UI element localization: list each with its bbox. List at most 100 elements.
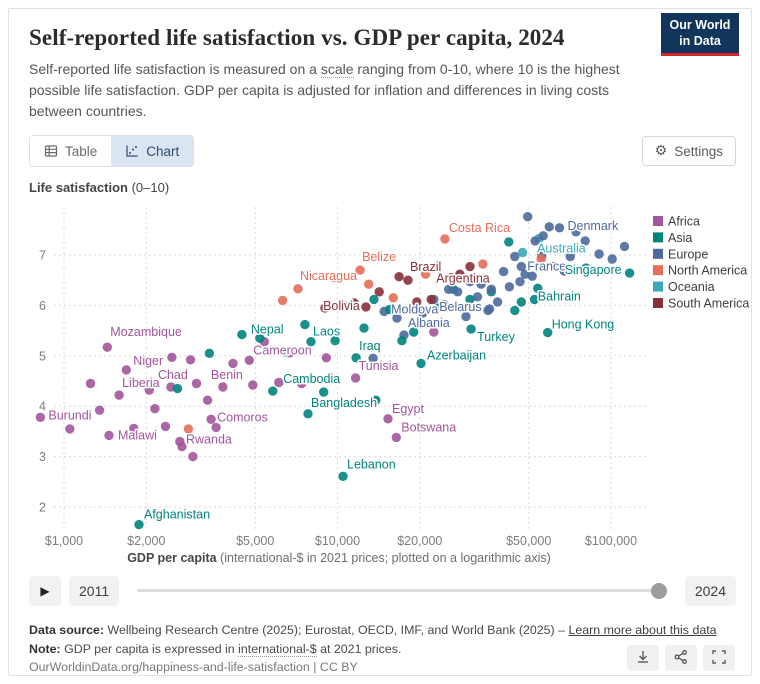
point bbox=[461, 311, 471, 322]
x-tick-label: $50,000 bbox=[506, 534, 551, 548]
note-label: Note: bbox=[29, 641, 61, 656]
label-azerbaijan: Azerbaijan bbox=[427, 348, 486, 362]
point bbox=[167, 352, 177, 362]
point bbox=[129, 423, 139, 434]
scatter-plot[interactable]: 2 3 4 5 6 7 $1,000 $2,000 $5,000 $10,000 $20,000 $5… bbox=[9, 189, 753, 574]
label-afghanistan: Afghanistan bbox=[144, 508, 210, 522]
point bbox=[510, 305, 520, 316]
label-hong-kong: Hong Kong bbox=[552, 318, 615, 332]
label-costa-rica: Costa Rica bbox=[449, 221, 510, 235]
legend-item-asia[interactable]: Asia bbox=[653, 231, 692, 245]
tab-table[interactable]: Table bbox=[30, 136, 112, 166]
legend-item-oceania[interactable]: Oceania bbox=[653, 280, 715, 294]
point bbox=[498, 266, 509, 277]
label-egypt: Egypt bbox=[392, 402, 424, 416]
subtitle-term-scale[interactable]: scale bbox=[320, 61, 354, 78]
settings-button[interactable]: ⚙ Settings bbox=[641, 136, 736, 166]
share-button[interactable] bbox=[665, 645, 697, 671]
subtitle-text-pre: Self-reported life satisfaction is measu… bbox=[29, 61, 321, 77]
legend: Africa Asia Europe North America Oceania Sout… bbox=[653, 215, 749, 311]
point bbox=[175, 436, 185, 447]
point bbox=[359, 323, 369, 333]
tab-chart[interactable]: Chart bbox=[111, 136, 194, 166]
play-icon: ▶ bbox=[40, 584, 50, 598]
datasource-text: Wellbeing Research Centre (2025); Eurost… bbox=[104, 623, 569, 637]
point-denmark bbox=[554, 223, 565, 233]
settings-label: Settings bbox=[674, 143, 723, 159]
point bbox=[371, 395, 381, 405]
controls-row: Table Chart ⚙ Settings bbox=[29, 135, 736, 167]
point-malawi bbox=[104, 430, 114, 441]
note-term[interactable]: international-$ bbox=[238, 641, 317, 657]
point-afghanistan bbox=[134, 519, 144, 530]
datasource-label: Data source: bbox=[29, 623, 105, 637]
point bbox=[520, 269, 530, 279]
point bbox=[329, 273, 339, 283]
data-points[interactable] bbox=[35, 212, 635, 530]
point bbox=[349, 298, 359, 308]
timeline-slider[interactable] bbox=[137, 576, 667, 606]
point bbox=[594, 249, 604, 259]
svg-text:South America: South America bbox=[668, 297, 749, 311]
label-cambodia: Cambodia bbox=[283, 372, 340, 386]
label-benin: Benin bbox=[211, 368, 243, 382]
point bbox=[412, 297, 422, 307]
label-tunisia: Tunisia bbox=[359, 359, 399, 373]
y-tick-label: 2 bbox=[39, 501, 46, 515]
point bbox=[211, 422, 221, 433]
x-tick-label: $1,000 bbox=[45, 534, 83, 548]
point bbox=[365, 342, 376, 352]
point bbox=[268, 386, 278, 396]
timeline: ▶ 2011 2024 bbox=[29, 576, 736, 606]
point-belize bbox=[355, 265, 365, 275]
y-tick-label: 5 bbox=[39, 349, 46, 363]
point-azerbaijan bbox=[416, 358, 426, 369]
point bbox=[274, 377, 284, 388]
point-burundi bbox=[35, 412, 46, 422]
point-hong-kong bbox=[543, 327, 553, 338]
point bbox=[394, 272, 404, 282]
learn-more-link[interactable]: Learn more about this data bbox=[568, 623, 717, 637]
play-button[interactable]: ▶ bbox=[29, 576, 61, 606]
point bbox=[571, 227, 581, 237]
download-icon bbox=[635, 649, 651, 668]
owid-logo[interactable]: Our World in Data bbox=[661, 13, 739, 57]
label-nicaragua: Nicaragua bbox=[300, 269, 357, 283]
header: Self-reported life satisfaction vs. GDP … bbox=[29, 25, 729, 122]
point bbox=[465, 277, 475, 287]
point bbox=[486, 284, 496, 294]
fullscreen-button[interactable] bbox=[703, 645, 735, 671]
label-chad: Chad bbox=[158, 368, 188, 382]
timeline-handle[interactable] bbox=[650, 583, 667, 599]
download-button[interactable] bbox=[627, 645, 659, 671]
datasource-line: Data source: Wellbeing Research Centre (… bbox=[29, 621, 735, 640]
point bbox=[185, 355, 196, 365]
legend-item-north-america[interactable]: North America bbox=[653, 264, 747, 278]
point bbox=[476, 279, 486, 289]
point-egypt bbox=[383, 414, 393, 424]
label-belize: Belize bbox=[362, 250, 396, 264]
timeline-start-year[interactable]: 2011 bbox=[69, 576, 120, 606]
point-costa-rica bbox=[440, 234, 450, 244]
label-mozambique: Mozambique bbox=[110, 325, 182, 339]
point bbox=[523, 212, 533, 222]
timeline-end-year[interactable]: 2024 bbox=[684, 576, 736, 606]
legend-item-africa[interactable]: Africa bbox=[653, 215, 700, 229]
footer: Data source: Wellbeing Research Centre (… bbox=[29, 621, 735, 677]
point bbox=[465, 261, 475, 272]
note-line: Note: GDP per capita is expressed in int… bbox=[29, 640, 735, 659]
point bbox=[409, 327, 419, 337]
label-denmark: Denmark bbox=[568, 219, 619, 233]
point bbox=[527, 271, 537, 281]
y-tick-label: 3 bbox=[39, 450, 46, 464]
point bbox=[202, 395, 213, 405]
point bbox=[544, 222, 554, 232]
point bbox=[369, 294, 379, 305]
legend-item-south-america[interactable]: South America bbox=[653, 297, 749, 311]
point bbox=[384, 304, 395, 315]
legend-item-europe[interactable]: Europe bbox=[653, 247, 708, 261]
point bbox=[160, 421, 171, 432]
footer-actions bbox=[627, 645, 735, 671]
point bbox=[453, 287, 463, 297]
timeline-track[interactable] bbox=[137, 589, 667, 592]
